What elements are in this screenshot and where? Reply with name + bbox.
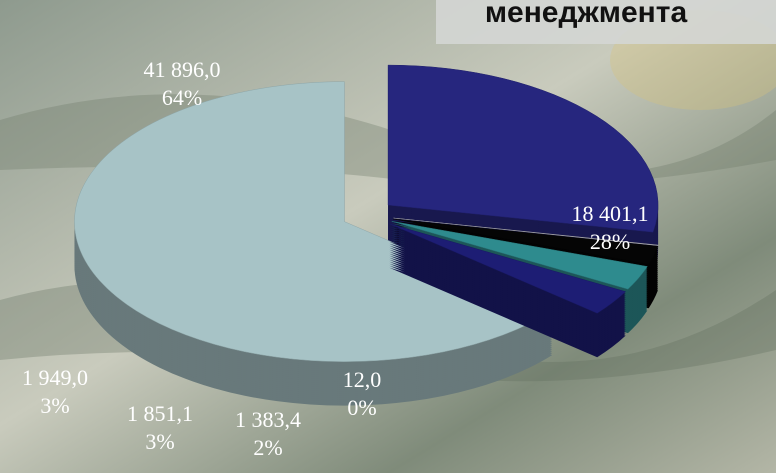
value-label: 12,0	[343, 367, 382, 392]
percent-label: 64%	[162, 85, 202, 110]
percent-label: 3%	[40, 393, 69, 418]
slice	[393, 217, 659, 246]
slice	[393, 218, 659, 265]
slice	[387, 64, 659, 233]
value-label: 1 851,1	[127, 401, 193, 426]
slice	[74, 81, 553, 362]
value-label: 1 949,0	[22, 365, 88, 390]
value-label: 1 383,4	[235, 407, 301, 432]
percent-label: 28%	[590, 229, 630, 254]
pie	[74, 64, 659, 406]
percent-label: 0%	[347, 395, 376, 420]
title-box	[436, 0, 776, 44]
slice	[389, 223, 627, 314]
slice	[391, 221, 648, 290]
percent-label: 2%	[253, 435, 282, 460]
slice-side	[393, 221, 658, 267]
value-label: 41 896,0	[144, 57, 221, 82]
value-label: 18 401,1	[572, 201, 649, 226]
percent-label: 3%	[145, 429, 174, 454]
chart-title: менеджмента	[485, 0, 688, 29]
